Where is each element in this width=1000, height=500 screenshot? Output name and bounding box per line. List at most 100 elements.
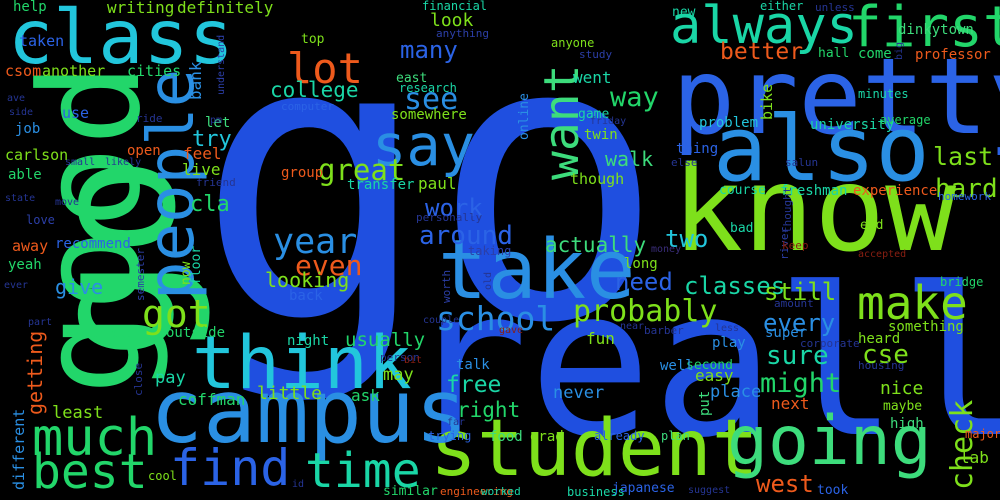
word-long-135: long	[624, 256, 658, 272]
word-west-41: west	[756, 470, 814, 498]
word-take-10: take	[438, 223, 636, 318]
word-fun-68: fun	[586, 329, 615, 348]
word-move-195: move	[55, 197, 80, 208]
word-keep-175: keep	[782, 239, 809, 252]
word-end-129: end	[860, 218, 884, 233]
word-another-88: another	[42, 62, 106, 80]
word-next-71: next	[771, 394, 810, 413]
word-every-39: every	[763, 309, 836, 337]
word-writing-136: writing	[107, 0, 175, 17]
word-right-50: right	[457, 398, 521, 422]
word-put-115: put	[697, 390, 713, 416]
word-heard-110: heard	[858, 331, 901, 347]
word-got-25: got	[142, 292, 211, 336]
word-money-172: money	[651, 244, 682, 255]
word-campus-8: campus	[150, 360, 468, 463]
word-use-85: use	[62, 104, 90, 122]
word-year-24: year	[273, 222, 358, 262]
word-less-180: less	[715, 323, 740, 334]
word-problem-101: problem	[699, 115, 759, 131]
word-say-16: say	[372, 113, 475, 179]
word-student-7: student	[430, 404, 759, 494]
word-carlson-87: carlson	[5, 146, 69, 164]
word-financial-155: financial	[422, 0, 488, 13]
word-time-20: time	[305, 443, 421, 499]
word-close-189: close	[132, 362, 145, 396]
word-either-157: either	[760, 0, 804, 13]
word-side-190: side	[9, 107, 34, 118]
word-cse-40: cse	[862, 340, 909, 370]
word-twin-117: twin	[584, 127, 618, 143]
word-job-84: job	[15, 121, 41, 137]
word-well-113: well	[660, 358, 694, 374]
word-top-123: top	[301, 32, 325, 47]
word-cla-52: cla	[190, 192, 230, 217]
word-never-60: never	[553, 383, 605, 403]
word-really-1: really	[405, 245, 1000, 483]
word-always-14: always	[670, 0, 858, 56]
word-go-0: go	[196, 0, 666, 408]
word-come-124: come	[858, 46, 892, 62]
word-couple-183: couple	[423, 315, 460, 326]
word-major-131: major	[965, 427, 1000, 441]
word-place-70: place	[710, 382, 762, 402]
word-personally-168: personally	[416, 211, 483, 224]
word-friday-164: friday	[590, 116, 627, 127]
word-class-9: class	[8, 0, 234, 81]
word-ever-197: ever	[4, 280, 29, 291]
word-great-30: great	[318, 153, 406, 187]
word-anything-156: anything	[436, 27, 489, 40]
word-second-106: second	[686, 358, 733, 373]
word-hall-125: hall	[818, 46, 850, 61]
word-understand-161: understand	[216, 34, 227, 95]
word-little-65: little	[257, 383, 323, 404]
word-hard-36: hard	[935, 174, 998, 204]
word-somewhere-116: somewhere	[391, 107, 467, 123]
word-much-17: much	[32, 408, 158, 468]
word-grad-141: grad	[530, 429, 564, 445]
word-cool-151: cool	[148, 469, 177, 483]
word-help-138: help	[13, 0, 47, 15]
word-know-2: know	[672, 140, 957, 278]
word-many-44: many	[400, 36, 458, 64]
word-free-49: free	[446, 372, 502, 398]
word-ride-162: ride	[136, 112, 163, 125]
word-probably-31: probably	[573, 294, 718, 329]
word-walk-51: walk	[605, 147, 654, 171]
word-accepted-176: accepted	[858, 249, 907, 260]
word-still-38: still	[764, 278, 837, 306]
word-nice-61: nice	[880, 378, 924, 399]
word-make-21: make	[857, 276, 968, 330]
word-research-121: research	[399, 81, 457, 95]
word-salun-165: salun	[785, 156, 819, 169]
word-state-194: state	[5, 193, 36, 204]
word-small-192: small	[65, 157, 96, 168]
word-last-35: last	[933, 142, 994, 171]
word-new-154: new	[672, 5, 696, 20]
word-try-45: try	[192, 127, 232, 152]
word-around-43: around	[419, 221, 513, 251]
word-freshman-104: freshman	[780, 183, 848, 199]
word-getting-54: getting	[23, 330, 47, 415]
word-taking-169: taking	[468, 244, 512, 258]
word-university-102: university	[810, 117, 895, 133]
word-transfer-100: transfer	[347, 177, 415, 193]
word-play-107: play	[712, 335, 746, 351]
word-two-47: two	[665, 225, 709, 253]
word-bank-77: bank	[186, 61, 205, 100]
word-check-28: check	[945, 399, 980, 490]
word-worth-170: worth	[440, 269, 453, 303]
word-now-95: now	[179, 261, 194, 285]
word-average-128: average	[880, 113, 931, 127]
word-actually-53: actually	[545, 233, 647, 257]
word-since-62: since	[80, 323, 132, 343]
word-barber-182: barber	[644, 324, 684, 337]
word-went-75: went	[573, 68, 612, 87]
word-thing-133: thing	[676, 141, 719, 157]
word-maybe-111: maybe	[883, 399, 923, 414]
word-person-185: person	[380, 351, 420, 364]
word-classes-37: classes	[684, 272, 786, 300]
word-feel-80: feel	[183, 144, 222, 163]
word-big-160: big	[894, 41, 905, 60]
